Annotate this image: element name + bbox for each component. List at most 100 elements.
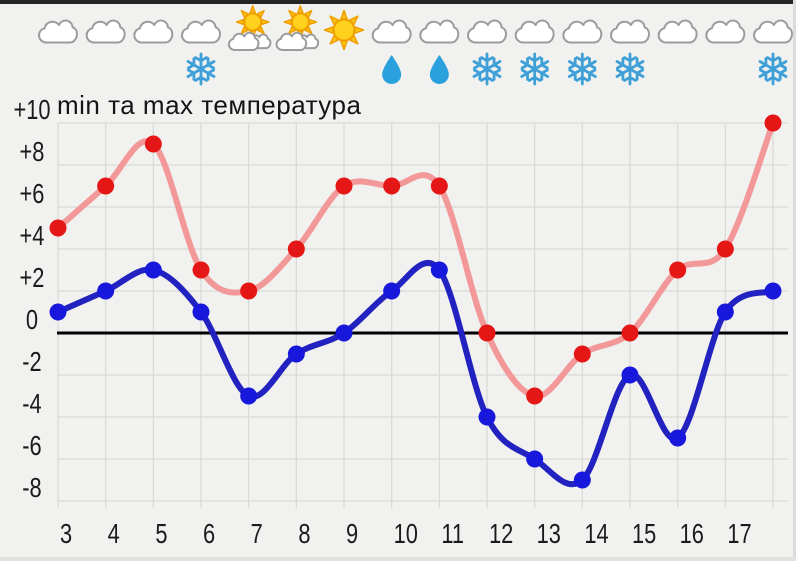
- max-point: [383, 177, 401, 195]
- max-point: [716, 240, 734, 258]
- max-point: [764, 114, 782, 132]
- min-point: [49, 303, 67, 321]
- weather-icon-column: [468, 21, 506, 86]
- weather-icon-column: [277, 5, 319, 50]
- x-tick-label: 5: [155, 518, 167, 549]
- cloud-icon: [87, 21, 125, 43]
- min-point: [573, 471, 591, 489]
- y-tick-label: +4: [20, 220, 45, 251]
- x-tick-label: 6: [203, 518, 215, 549]
- y-tick-label: 0: [26, 304, 38, 335]
- y-tick-label: -8: [22, 472, 41, 503]
- y-tick-label: -6: [22, 430, 41, 461]
- x-tick-label: 14: [584, 518, 608, 549]
- y-axis-labels: +10 +8 +6 +4 +2 0 -2 -4 -6 -8: [13, 94, 50, 503]
- cloud-icon: [706, 21, 744, 43]
- right-edge-strip: [793, 0, 796, 561]
- weather-icon-column: [516, 21, 554, 86]
- y-tick-label: +8: [20, 136, 45, 167]
- min-point: [144, 261, 162, 279]
- weather-icon-column: [420, 21, 458, 85]
- cloud-icon: [754, 21, 792, 43]
- x-tick-label: 3: [60, 518, 72, 549]
- weather-icons-row: [39, 5, 792, 86]
- cloud-icon: [134, 21, 172, 43]
- max-point: [526, 387, 544, 405]
- sun-behind-cloud-icon: [229, 5, 271, 50]
- x-tick-label: 9: [346, 518, 358, 549]
- x-tick-label: 11: [441, 518, 464, 549]
- weather-icon-column: [229, 5, 271, 50]
- raindrop-icon: [382, 55, 402, 85]
- sun-behind-cloud-icon: [277, 5, 319, 50]
- x-tick-label: 12: [489, 518, 513, 549]
- y-tick-label: -2: [22, 346, 41, 377]
- min-point: [430, 261, 448, 279]
- max-point: [144, 135, 162, 153]
- weather-icon-column: [706, 21, 744, 43]
- max-point: [49, 219, 67, 237]
- max-point: [573, 345, 591, 363]
- snowflake-icon: [567, 52, 597, 86]
- snowflake-icon: [758, 52, 788, 86]
- cloud-icon: [659, 21, 697, 43]
- y-tick-label: +10: [13, 94, 50, 125]
- snowflake-icon: [186, 52, 216, 86]
- x-tick-label: 7: [251, 518, 263, 549]
- x-axis-labels: 3 4 5 6 7 8 9 10 11 12 13 14 15 16 17: [60, 518, 752, 549]
- weather-icon-column: [373, 21, 411, 85]
- min-point: [621, 366, 639, 384]
- x-tick-label: 17: [727, 518, 751, 549]
- min-point: [716, 303, 734, 321]
- max-point: [287, 240, 305, 258]
- cloud-icon: [468, 21, 506, 43]
- y-tick-label: +2: [20, 262, 45, 293]
- min-temperature-points: [49, 261, 782, 489]
- max-temperature-points: [49, 114, 782, 405]
- min-temperature-line: [55, 260, 776, 488]
- bottom-edge-strip: [0, 557, 796, 561]
- max-point: [335, 177, 353, 195]
- max-point: [621, 324, 639, 342]
- min-point: [335, 324, 353, 342]
- min-point: [478, 408, 496, 426]
- cloud-icon: [611, 21, 649, 43]
- sun-icon: [323, 9, 365, 51]
- weather-icon-column: [754, 21, 792, 86]
- weather-icon-column: [323, 9, 365, 51]
- min-point: [526, 450, 544, 468]
- weather-icon-column: [659, 21, 697, 43]
- snowflake-icon: [520, 52, 550, 86]
- weather-icon-column: [39, 21, 77, 43]
- cloud-icon: [182, 21, 220, 43]
- weather-icon-column: [563, 21, 601, 86]
- cloud-icon: [563, 21, 601, 43]
- weather-icon-column: [134, 21, 172, 43]
- x-tick-label: 8: [298, 518, 310, 549]
- weather-icon-column: [182, 21, 220, 86]
- max-point: [97, 177, 115, 195]
- cloud-icon: [39, 21, 77, 43]
- min-point: [764, 282, 782, 300]
- y-tick-label: +6: [20, 178, 45, 209]
- x-tick-label: 4: [108, 518, 120, 549]
- min-point: [97, 282, 115, 300]
- x-tick-label: 16: [680, 518, 704, 549]
- snowflake-icon: [472, 52, 502, 86]
- top-edge-strip: [0, 0, 796, 4]
- x-tick-label: 10: [394, 518, 418, 549]
- chart-title: min та max температура: [57, 90, 362, 120]
- cloud-icon: [420, 21, 458, 43]
- max-point: [192, 261, 210, 279]
- snowflake-icon: [615, 52, 645, 86]
- min-point: [192, 303, 210, 321]
- x-tick-label: 15: [632, 518, 656, 549]
- min-point: [287, 345, 305, 363]
- raindrop-icon: [429, 55, 449, 85]
- weather-icon-column: [611, 21, 649, 86]
- max-point: [430, 177, 448, 195]
- min-point: [240, 387, 258, 405]
- max-point: [669, 261, 687, 279]
